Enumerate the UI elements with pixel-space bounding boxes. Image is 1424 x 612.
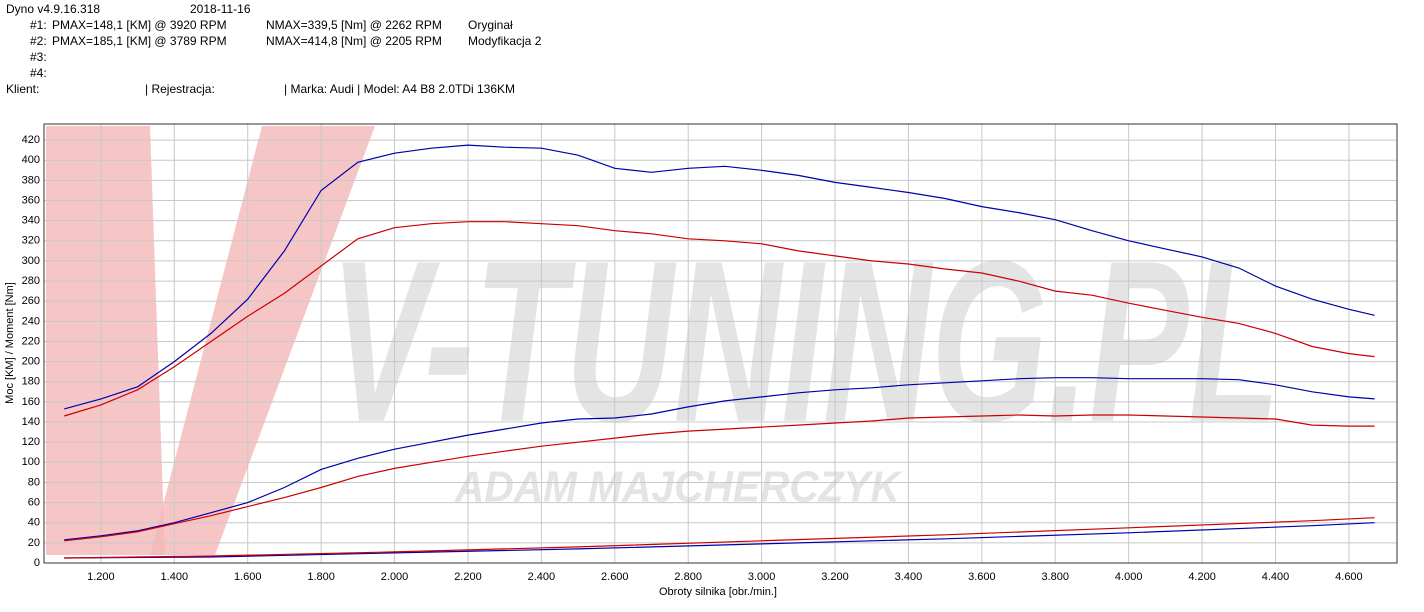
x-tick-label: 2.800: [674, 571, 702, 583]
y-tick-label: 400: [22, 154, 40, 166]
x-tick-label: 3.800: [1041, 571, 1069, 583]
x-tick-label: 1.600: [234, 571, 262, 583]
y-tick-label: 340: [22, 215, 40, 227]
series-line: [64, 414, 1375, 542]
y-tick-label: 60: [28, 496, 40, 508]
x-tick-label: 2.200: [454, 571, 482, 583]
run-torque: NMAX=414,8 [Nm] @ 2205 RPM: [266, 34, 442, 48]
x-tick-label: 1.400: [161, 571, 189, 583]
y-axis-label: Moc [KM] / Moment [Nm]: [4, 282, 16, 404]
watermark: ADAM MAJCHERCZYK: [454, 463, 903, 512]
x-tick-label: 3.600: [968, 571, 996, 583]
series-line: [64, 517, 1375, 559]
vehicle: | Marka: Audi | Model: A4 B8 2.0TDi 136K…: [284, 82, 515, 96]
series-line: [64, 377, 1375, 541]
x-tick-label: 4.400: [1262, 571, 1290, 583]
y-tick-label: 0: [34, 557, 40, 569]
x-tick-label: 2.000: [381, 571, 409, 583]
x-tick-label: 1.200: [87, 571, 115, 583]
y-tick-label: 420: [22, 134, 40, 146]
series-line: [64, 221, 1375, 417]
run-torque: NMAX=339,5 [Nm] @ 2262 RPM: [266, 18, 442, 32]
y-tick-label: 140: [22, 416, 40, 428]
x-tick-label: 4.200: [1188, 571, 1216, 583]
run-label: #3:: [30, 50, 47, 64]
run-power: PMAX=148,1 [KM] @ 3920 RPM: [52, 18, 227, 32]
software: Dyno v4.9.16.318: [6, 2, 100, 16]
y-tick-label: 360: [22, 194, 40, 206]
y-tick-label: 260: [22, 295, 40, 307]
series-line: [64, 144, 1375, 410]
date: 2018-11-16: [190, 2, 251, 16]
y-tick-label: 40: [28, 517, 40, 529]
x-tick-label: 3.400: [895, 571, 923, 583]
plot-background: [46, 126, 375, 555]
x-tick-label: 4.000: [1115, 571, 1143, 583]
client: Klient:: [6, 82, 39, 96]
x-tick-label: 2.600: [601, 571, 629, 583]
y-tick-label: 240: [22, 315, 40, 327]
y-tick-label: 380: [22, 174, 40, 186]
x-axis-label: Obroty silnika [obr./min.]: [659, 586, 777, 598]
logo-shape: [46, 126, 165, 555]
y-tick-label: 180: [22, 376, 40, 388]
y-tick-label: 120: [22, 436, 40, 448]
y-tick-label: 80: [28, 476, 40, 488]
x-tick-label: 4.600: [1335, 571, 1363, 583]
y-tick-label: 100: [22, 456, 40, 468]
series-line: [64, 522, 1375, 559]
x-tick-label: 1.800: [307, 571, 335, 583]
y-tick-label: 220: [22, 335, 40, 347]
y-tick-label: 300: [22, 255, 40, 267]
run-name: Oryginał: [468, 18, 513, 32]
run-name: Modyfikacja 2: [468, 34, 542, 48]
run-label: #2:: [30, 34, 47, 48]
run-power: PMAX=185,1 [KM] @ 3789 RPM: [52, 34, 227, 48]
y-tick-label: 280: [22, 275, 40, 287]
registration: | Rejestracja:: [145, 82, 215, 96]
y-tick-label: 20: [28, 537, 40, 549]
x-tick-label: 3.200: [821, 571, 849, 583]
run-label: #1:: [30, 18, 47, 32]
logo-shape: [150, 126, 375, 555]
x-tick-label: 2.400: [528, 571, 556, 583]
y-tick-label: 320: [22, 235, 40, 247]
run-label: #4:: [30, 66, 47, 80]
y-tick-label: 160: [22, 396, 40, 408]
plot-frame: [43, 123, 1398, 564]
x-tick-label: 3.000: [748, 571, 776, 583]
y-tick-label: 200: [22, 356, 40, 368]
